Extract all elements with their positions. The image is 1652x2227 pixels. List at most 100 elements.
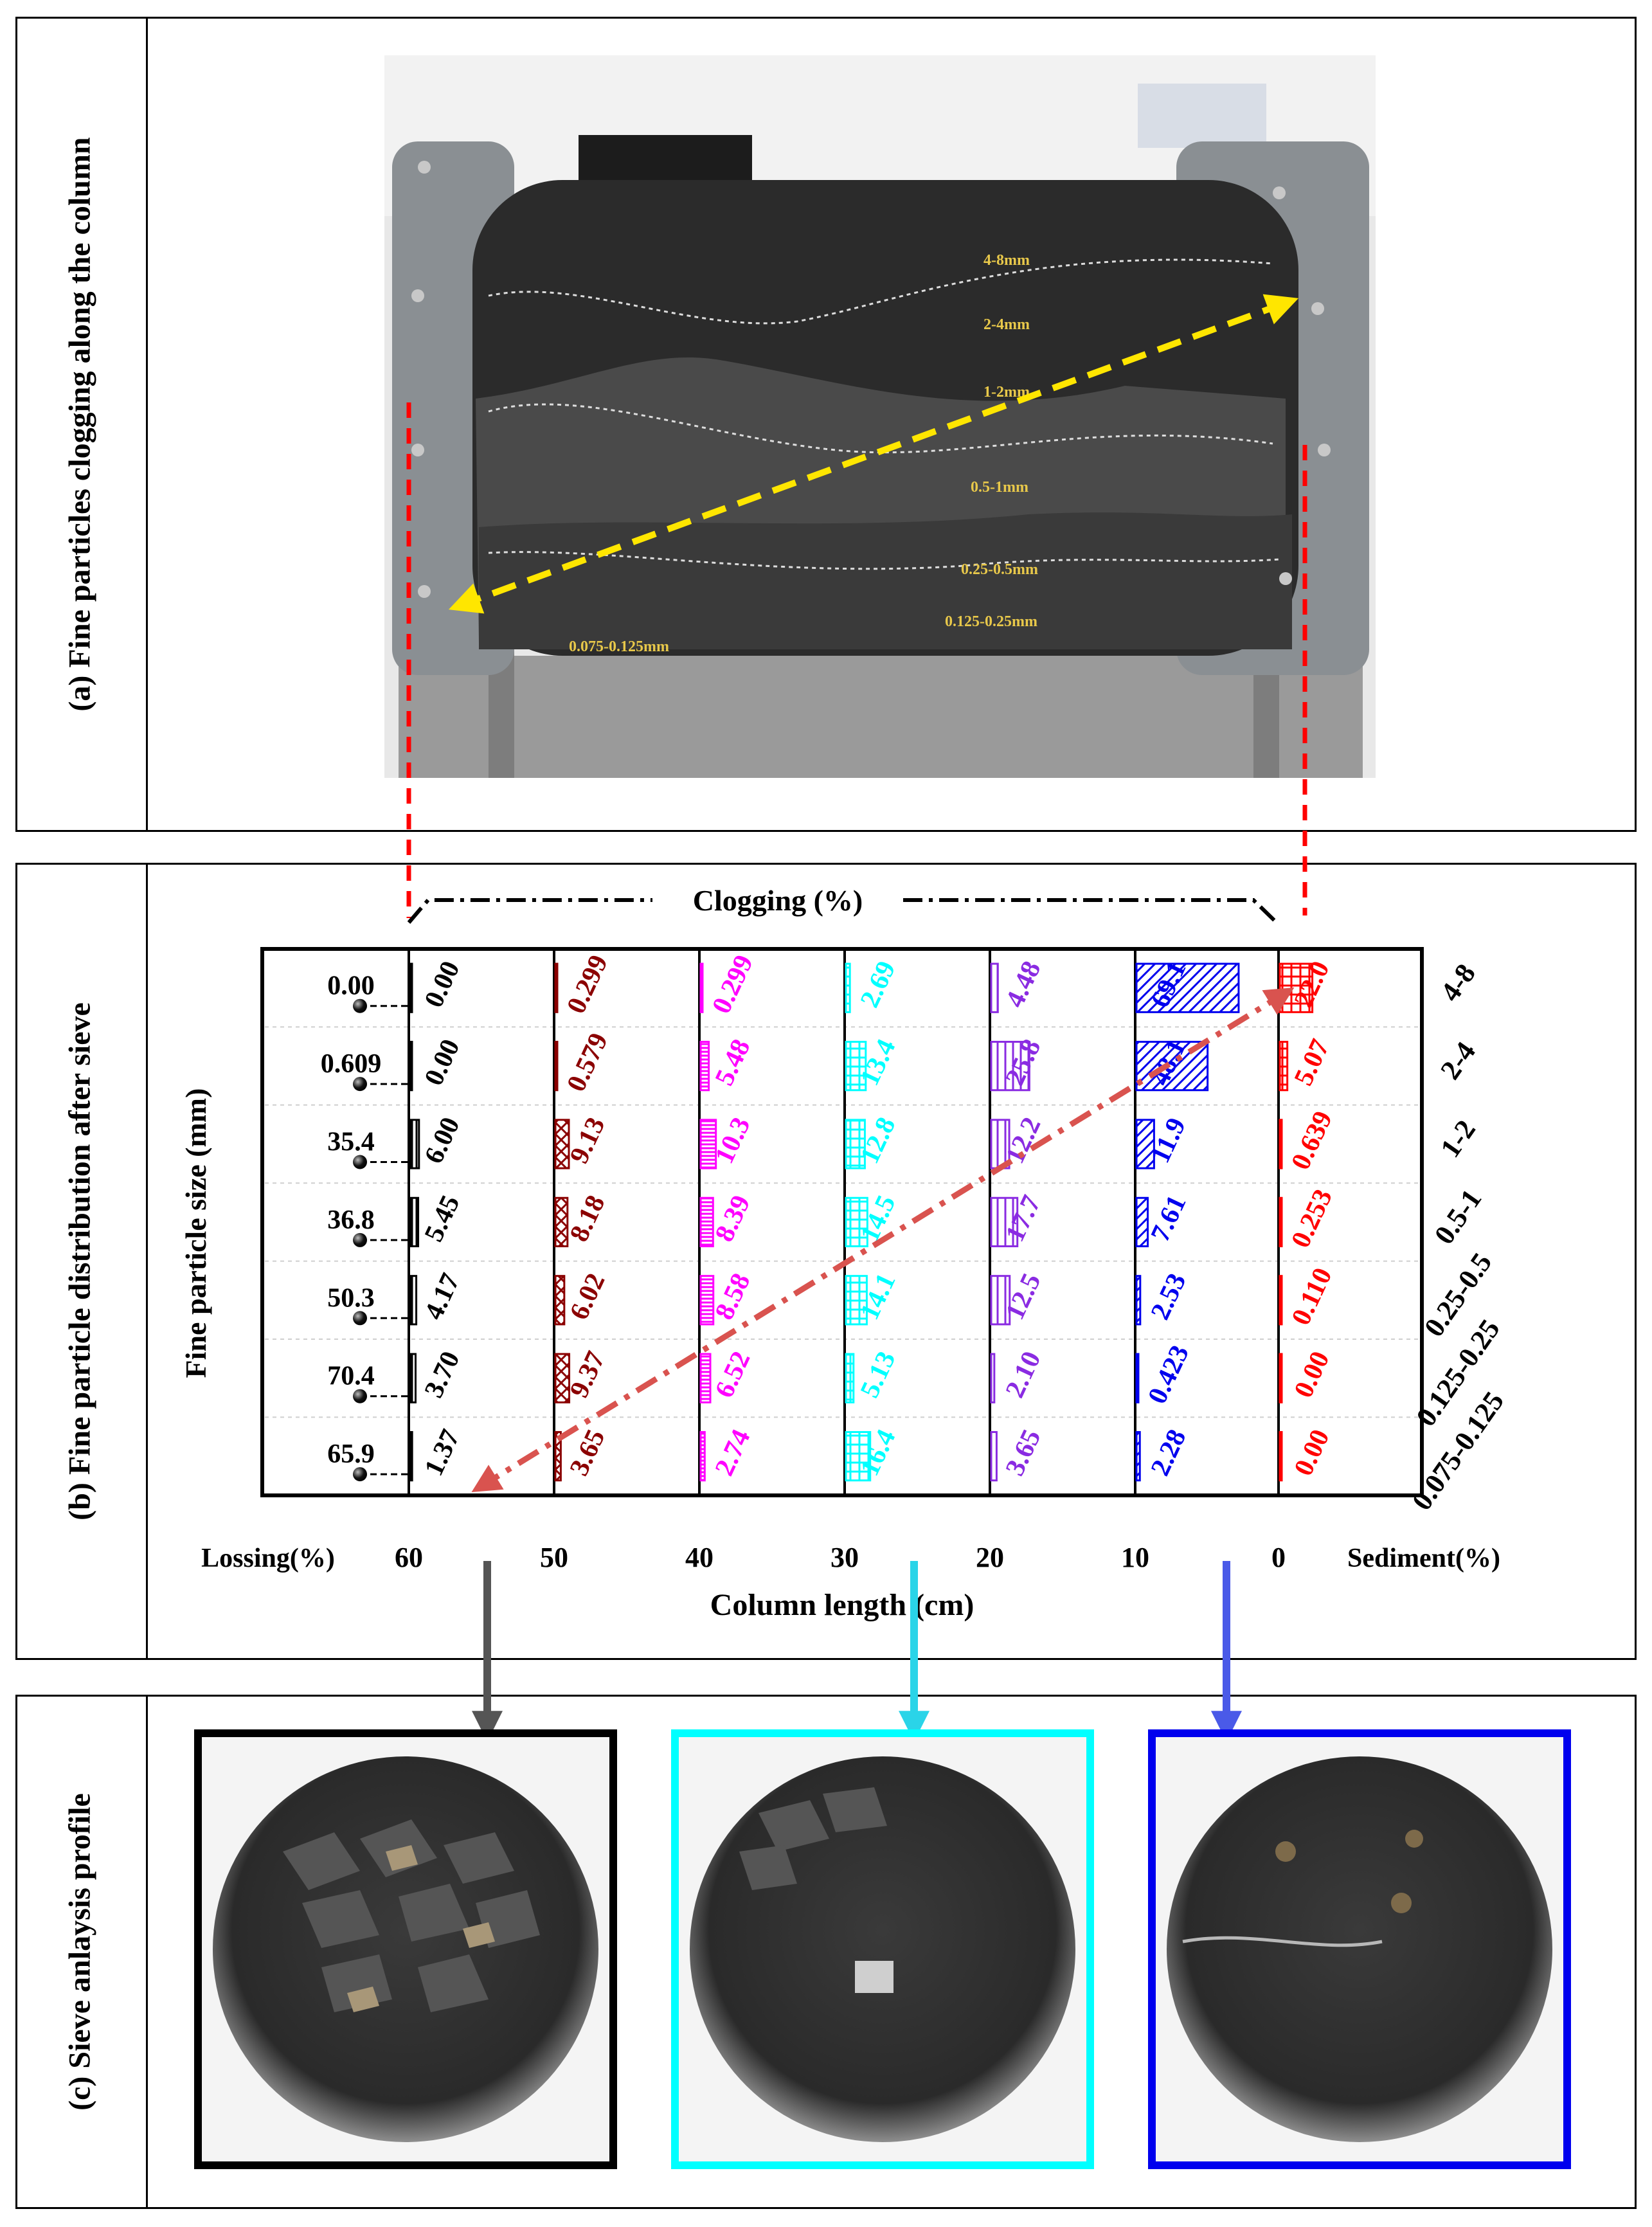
data-label: 0.00 <box>1289 1347 1336 1402</box>
clogging-bracket: Clogging (%) <box>407 884 1279 924</box>
data-label: 0.00 <box>419 1035 466 1090</box>
chart-layer: 60 50 40 30 20 10 04-82-41-20.5-10.25-0.50.125… <box>265 949 1510 1573</box>
data-label: 0.110 <box>1286 1263 1338 1330</box>
data-label: 0.253 <box>1286 1185 1338 1252</box>
data-label: 9.13 <box>564 1113 611 1168</box>
data-label: 5.45 <box>419 1191 466 1246</box>
data-label: 2.74 <box>710 1425 757 1481</box>
bar-40-0.075-0.125 <box>699 1430 706 1482</box>
photo-label-4-8: 4-8mm <box>983 252 1030 269</box>
data-label: 7.61 <box>1145 1191 1192 1246</box>
bar-30-0.125-0.25 <box>845 1353 855 1403</box>
x-tick-label: 30 <box>830 1542 859 1573</box>
bar-40-0.5-1 <box>699 1196 714 1248</box>
data-label: 6.02 <box>564 1269 611 1324</box>
category-label: 1-2 <box>1434 1114 1482 1163</box>
bar-60-4-8 <box>409 962 413 1013</box>
x-tick-label: 10 <box>1121 1542 1149 1573</box>
bar-60-1-2 <box>409 1119 420 1169</box>
data-label: 0.639 <box>1286 1106 1338 1174</box>
data-label: 4.48 <box>1000 957 1047 1012</box>
data-label: 0.00 <box>1289 1425 1336 1481</box>
data-label: 6.52 <box>710 1347 757 1402</box>
bar-20-0.125-0.25 <box>990 1353 996 1403</box>
data-label: 5.13 <box>855 1347 902 1402</box>
y-axis-label: Fine particle size (mm) <box>179 1088 212 1378</box>
x-tick-label: 60 <box>395 1542 423 1573</box>
bar-0-2-4 <box>1279 1040 1289 1092</box>
lossing-label-value: 65.9 <box>327 1439 375 1469</box>
bar-60-0.25-0.5 <box>409 1275 418 1326</box>
bar-0-0.125-0.25 <box>1279 1353 1283 1403</box>
column-photo: 4-8mm 2-4mm 1-2mm 0.5-1mm 0.25-0.5mm 0.1… <box>384 55 1376 778</box>
data-label: 2.69 <box>855 957 902 1012</box>
bar-50-0.125-0.25 <box>554 1353 571 1403</box>
lossing-label-value: 0.00 <box>327 971 375 1001</box>
bar-60-0.5-1 <box>409 1196 420 1248</box>
category-label: 2-4 <box>1434 1036 1482 1085</box>
lossing-label-value: 50.3 <box>327 1283 375 1313</box>
bar-40-0.25-0.5 <box>699 1275 715 1326</box>
lossing-label-value: 36.8 <box>327 1205 375 1235</box>
sieve-photo-10 <box>1148 1729 1571 2169</box>
bar-40-0.125-0.25 <box>699 1353 712 1403</box>
data-label: 0.579 <box>561 1029 614 1096</box>
sieve-photo-60 <box>194 1729 617 2169</box>
photo-label-0.5-1: 0.5-1mm <box>971 479 1028 496</box>
bar-30-4-8 <box>845 962 851 1013</box>
data-label: 0.299 <box>561 951 614 1018</box>
lossing-point <box>353 1311 367 1326</box>
bar-60-0.075-0.125 <box>409 1430 413 1482</box>
clogging-title: Clogging (%) <box>693 884 863 917</box>
bar-0-0.5-1 <box>1279 1196 1283 1248</box>
lossing-point <box>353 1467 367 1482</box>
sieve-photo-30 <box>671 1729 1094 2169</box>
bar-0-0.25-0.5 <box>1279 1275 1283 1326</box>
lossing-point <box>353 1389 367 1403</box>
lossing-point <box>353 1077 367 1092</box>
data-label: 5.07 <box>1289 1035 1336 1090</box>
data-label: 4.17 <box>419 1269 466 1324</box>
lossing-label: Lossing(%) <box>201 1544 335 1573</box>
category-label: 0.5-1 <box>1428 1184 1488 1250</box>
x-tick-label: 20 <box>976 1542 1004 1573</box>
bar-60-2-4 <box>409 1040 413 1092</box>
data-label: 1.37 <box>419 1425 466 1481</box>
bar-0-0.075-0.125 <box>1279 1430 1283 1482</box>
bar-50-1-2 <box>554 1119 570 1169</box>
red-trend-arrow <box>471 987 1295 1493</box>
bar-60-0.125-0.25 <box>409 1353 417 1403</box>
bar-50-4-8 <box>554 962 559 1013</box>
data-label: 2.53 <box>1145 1269 1192 1324</box>
bar-50-0.5-1 <box>554 1196 569 1248</box>
lossing-label-value: 70.4 <box>327 1362 375 1391</box>
photo-label-0.075-0.125: 0.075-0.125mm <box>569 638 669 655</box>
bar-0-1-2 <box>1279 1119 1283 1169</box>
data-label: 3.70 <box>419 1347 466 1402</box>
chart-frame <box>260 947 1424 1497</box>
category-label: 4-8 <box>1434 958 1482 1007</box>
x-tick-label: 50 <box>540 1542 568 1573</box>
data-label: 2.28 <box>1145 1425 1192 1481</box>
data-label: 0.299 <box>706 951 759 1018</box>
bar-50-0.25-0.5 <box>554 1275 566 1326</box>
data-label: 8.18 <box>564 1191 611 1246</box>
data-label: 2.10 <box>1000 1347 1047 1402</box>
data-label: 6.00 <box>419 1113 466 1168</box>
data-label: 8.39 <box>710 1191 757 1246</box>
photo-label-2-4: 2-4mm <box>983 316 1030 333</box>
bar-50-2-4 <box>554 1040 559 1092</box>
bar-20-0.075-0.125 <box>990 1430 998 1482</box>
data-label: 3.65 <box>1000 1425 1047 1481</box>
data-label: 0.00 <box>419 957 466 1012</box>
bar-10-0.5-1 <box>1135 1196 1149 1248</box>
x-tick-label: 40 <box>685 1542 714 1573</box>
photo-label-0.125-0.25: 0.125-0.25mm <box>945 613 1037 630</box>
data-label: 5.48 <box>710 1035 757 1090</box>
bar-10-0.125-0.25 <box>1135 1353 1140 1403</box>
bar-40-1-2 <box>699 1119 717 1169</box>
bar-40-2-4 <box>699 1040 710 1092</box>
data-label: 9.37 <box>564 1347 611 1402</box>
data-label: 8.58 <box>710 1269 757 1324</box>
sediment-label: Sediment(%) <box>1347 1544 1500 1573</box>
